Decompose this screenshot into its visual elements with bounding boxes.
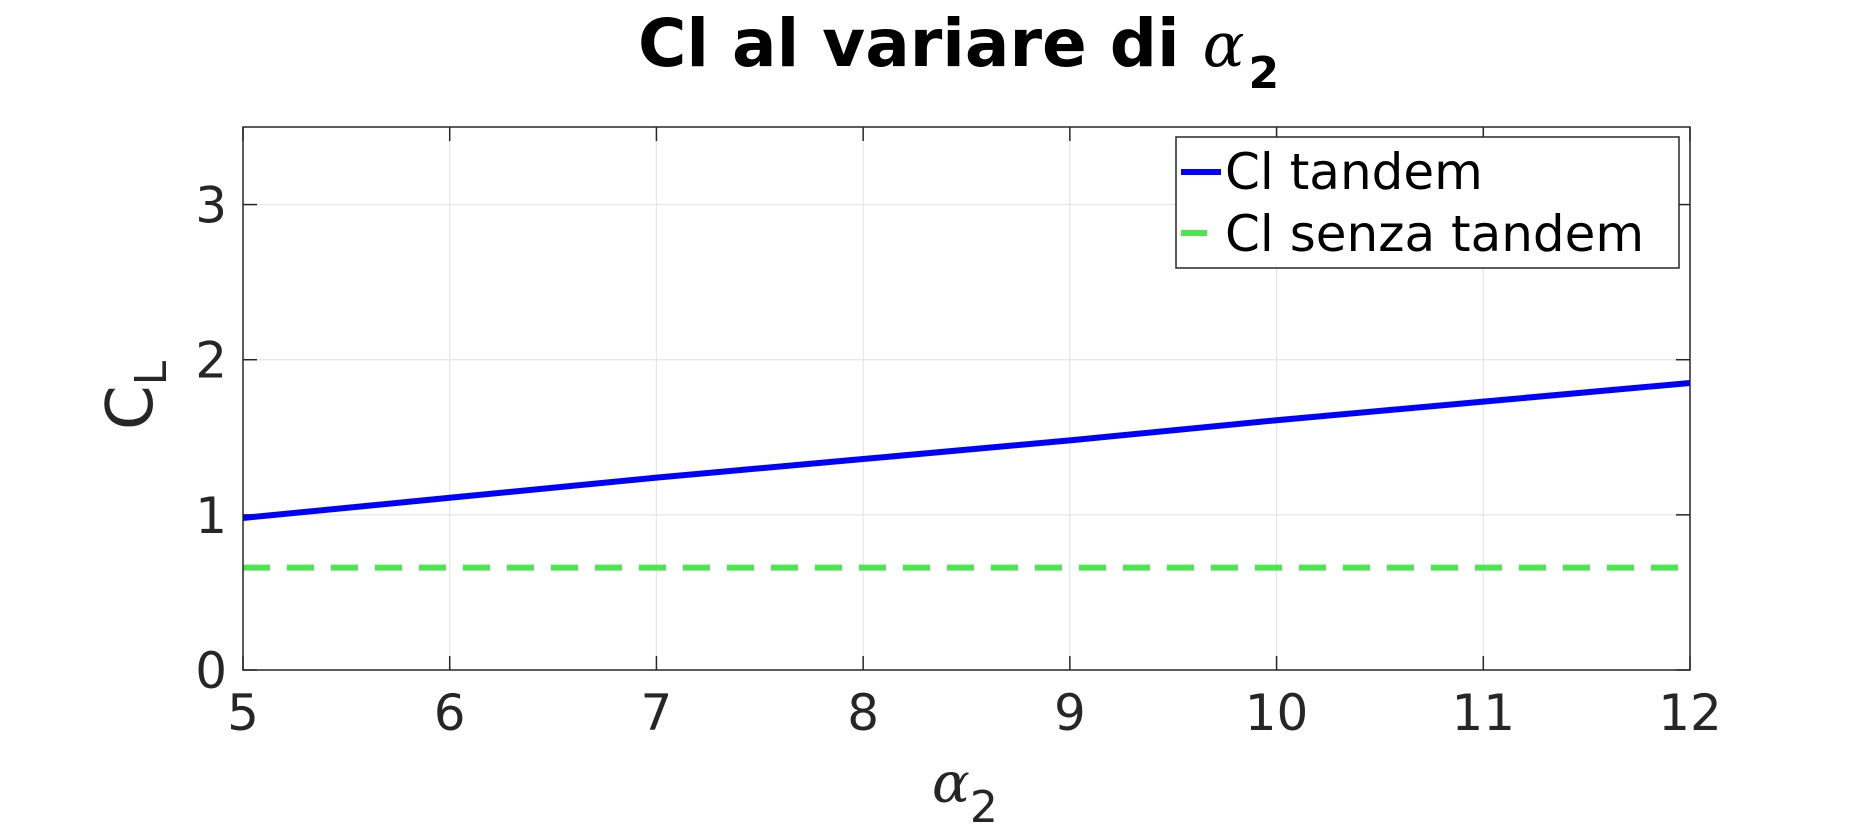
x-tick-label: 8 (847, 684, 879, 742)
y-axis-label-text: C (94, 385, 168, 430)
chart-title-text: Cl al variare di (638, 5, 1203, 82)
series-group (242, 379, 1691, 571)
x-tick-label: 11 (1451, 684, 1515, 742)
legend-label-cl-tandem: Cl tandem (1225, 143, 1483, 201)
plot-frame (242, 126, 1691, 671)
legend-label-cl-senza-tandem: Cl senza tandem (1225, 205, 1644, 263)
series-line-cl-tandem (242, 379, 1691, 521)
x-tick-label: 10 (1245, 684, 1309, 742)
chart-title-symbol: α (1203, 8, 1245, 81)
chart-title-subscript: 2 (1248, 48, 1279, 99)
y-tick-label: 0 (195, 642, 227, 700)
x-tick-label: 7 (641, 684, 673, 742)
y-tick-label: 2 (195, 332, 227, 390)
x-axis-label-symbol: α (932, 751, 970, 816)
x-tick-label: 12 (1658, 684, 1722, 742)
x-tick-label: 9 (1054, 684, 1086, 742)
y-tick-label: 1 (195, 487, 227, 545)
x-axis-label: α2 (932, 751, 998, 833)
y-axis-label-subscript: L (126, 360, 177, 385)
x-axis-label-subscript: 2 (970, 782, 998, 833)
chart-title: Cl al variare di α2 (638, 5, 1279, 99)
x-tick-label: 6 (434, 684, 466, 742)
legend-box (1175, 136, 1680, 269)
y-axis-label: CL (94, 360, 177, 430)
x-tick-label: 5 (227, 684, 259, 742)
legend: Cl tandem Cl senza tandem (1175, 136, 1680, 269)
y-tick-label: 3 (195, 177, 227, 235)
